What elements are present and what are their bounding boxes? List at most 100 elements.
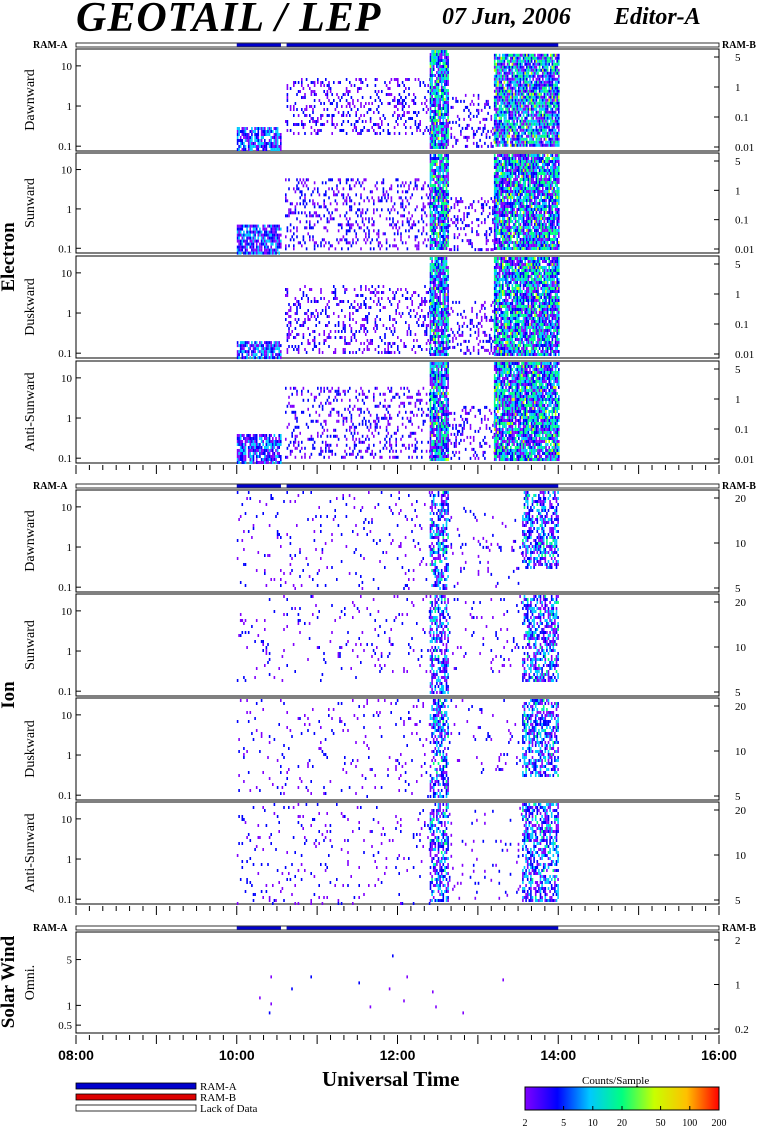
spectrogram-cell (550, 217, 552, 220)
spectrogram-cell (429, 74, 432, 77)
spectrogram-cell (505, 226, 507, 229)
spectrogram-cell (376, 132, 378, 135)
spectrogram-cell (357, 90, 359, 93)
spectrogram-cell (545, 211, 547, 214)
spectrogram-cell (535, 110, 538, 114)
spectrogram-cell (318, 321, 321, 324)
spectrogram-cell (400, 196, 402, 200)
spectrogram-cell (538, 247, 541, 250)
spectrogram-cell (503, 113, 506, 117)
spectrogram-cell (310, 312, 313, 315)
spectrogram-cell (252, 356, 255, 360)
spectrogram-cell (553, 160, 555, 163)
spectrogram-cell (506, 74, 509, 78)
spectrogram-cell (519, 134, 522, 138)
spectrogram-cell (432, 205, 435, 208)
spectrogram-cell (437, 131, 440, 134)
spectrogram-cell (530, 190, 533, 193)
spectrogram-cell (524, 211, 526, 214)
spectrogram-cell (546, 80, 549, 84)
spectrogram-cell (522, 143, 525, 147)
spectrogram-cell (554, 68, 557, 72)
spectrogram-cell (312, 330, 314, 333)
spectrogram-cell (498, 119, 501, 123)
spectrogram-cell (276, 242, 279, 246)
spectrogram-cell (554, 169, 557, 172)
spectrogram-cell (466, 215, 469, 219)
spectrogram-cell (497, 247, 499, 250)
spectrogram-cell (550, 166, 552, 169)
spectrogram-cell (492, 132, 494, 136)
spectrogram-cell (252, 230, 255, 234)
spectrogram-cell (500, 247, 502, 250)
spectrogram-cell (551, 157, 554, 160)
spectrogram-cell (361, 220, 364, 224)
spectrogram-cell (293, 105, 295, 108)
spectrogram-cell (293, 84, 295, 87)
spectrogram-cell (508, 119, 510, 123)
spectrogram-cell (313, 300, 316, 303)
spectrogram-cell (492, 218, 494, 222)
spectrogram-cell (513, 86, 515, 90)
spectrogram-cell (439, 196, 441, 199)
spectrogram-cell (456, 99, 459, 103)
spectrogram-cell (456, 218, 459, 222)
spectrogram-cell (503, 214, 506, 217)
spectrogram-cell (519, 202, 522, 205)
spectrogram-cell (497, 86, 499, 90)
spectrogram-cell (323, 214, 325, 218)
spectrogram-cell (553, 193, 555, 196)
spectrogram-cell (532, 122, 534, 126)
spectrogram-cell (503, 110, 506, 114)
spectrogram-cell (477, 248, 480, 252)
spectrogram-cell (392, 226, 394, 230)
spectrogram-cell (262, 347, 264, 351)
spectrogram-cell (546, 157, 549, 160)
spectrogram-cell (434, 157, 437, 160)
spectrogram-cell (532, 238, 534, 241)
spectrogram-cell (518, 71, 520, 75)
spectrogram-cell (516, 53, 518, 57)
spectrogram-cell (548, 163, 550, 166)
spectrogram-cell (357, 208, 359, 212)
spectrogram-cell (556, 175, 558, 178)
spectrogram-cell (511, 77, 514, 81)
spectrogram-cell (526, 95, 528, 99)
spectrogram-cell (355, 111, 357, 114)
spectrogram-cell (334, 288, 337, 291)
spectrogram-cell (513, 196, 515, 199)
spectrogram-cell (522, 202, 525, 205)
spectrogram-cell (500, 128, 502, 132)
spectrogram-cell (506, 169, 509, 172)
spectrogram-cell (495, 86, 498, 90)
spectrogram-cell (310, 81, 313, 84)
spectrogram-cell (554, 110, 557, 114)
spectrogram-cell (477, 218, 480, 222)
spectrogram-cell (243, 251, 245, 255)
spectrogram-cell (535, 202, 538, 205)
spectrogram-cell (453, 248, 456, 252)
spectrogram-cell (466, 105, 469, 109)
spectrogram-cell (371, 285, 373, 288)
spectrogram-cell (498, 166, 501, 169)
spectrogram-cell (366, 315, 369, 318)
spectrogram-cell (320, 114, 322, 117)
spectrogram-cell (529, 196, 531, 199)
spectrogram-cell (530, 110, 533, 114)
spectrogram-cell (276, 245, 279, 249)
spectrogram-cell (285, 120, 287, 123)
spectrogram-cell (554, 80, 557, 84)
spectrogram-cell (363, 178, 365, 182)
spectrogram-cell (526, 68, 528, 72)
spectrogram-cell (251, 136, 253, 139)
spectrogram-cell (427, 90, 429, 93)
spectrogram-cell (294, 123, 297, 126)
spectrogram-cell (493, 223, 496, 226)
spectrogram-cell (500, 202, 502, 205)
spectrogram-cell (534, 134, 536, 138)
spectrogram-cell (376, 123, 378, 126)
spectrogram-cell (243, 130, 245, 133)
spectrogram-cell (286, 312, 289, 315)
spectrogram-cell (241, 350, 244, 354)
spectrogram-cell (243, 230, 245, 234)
